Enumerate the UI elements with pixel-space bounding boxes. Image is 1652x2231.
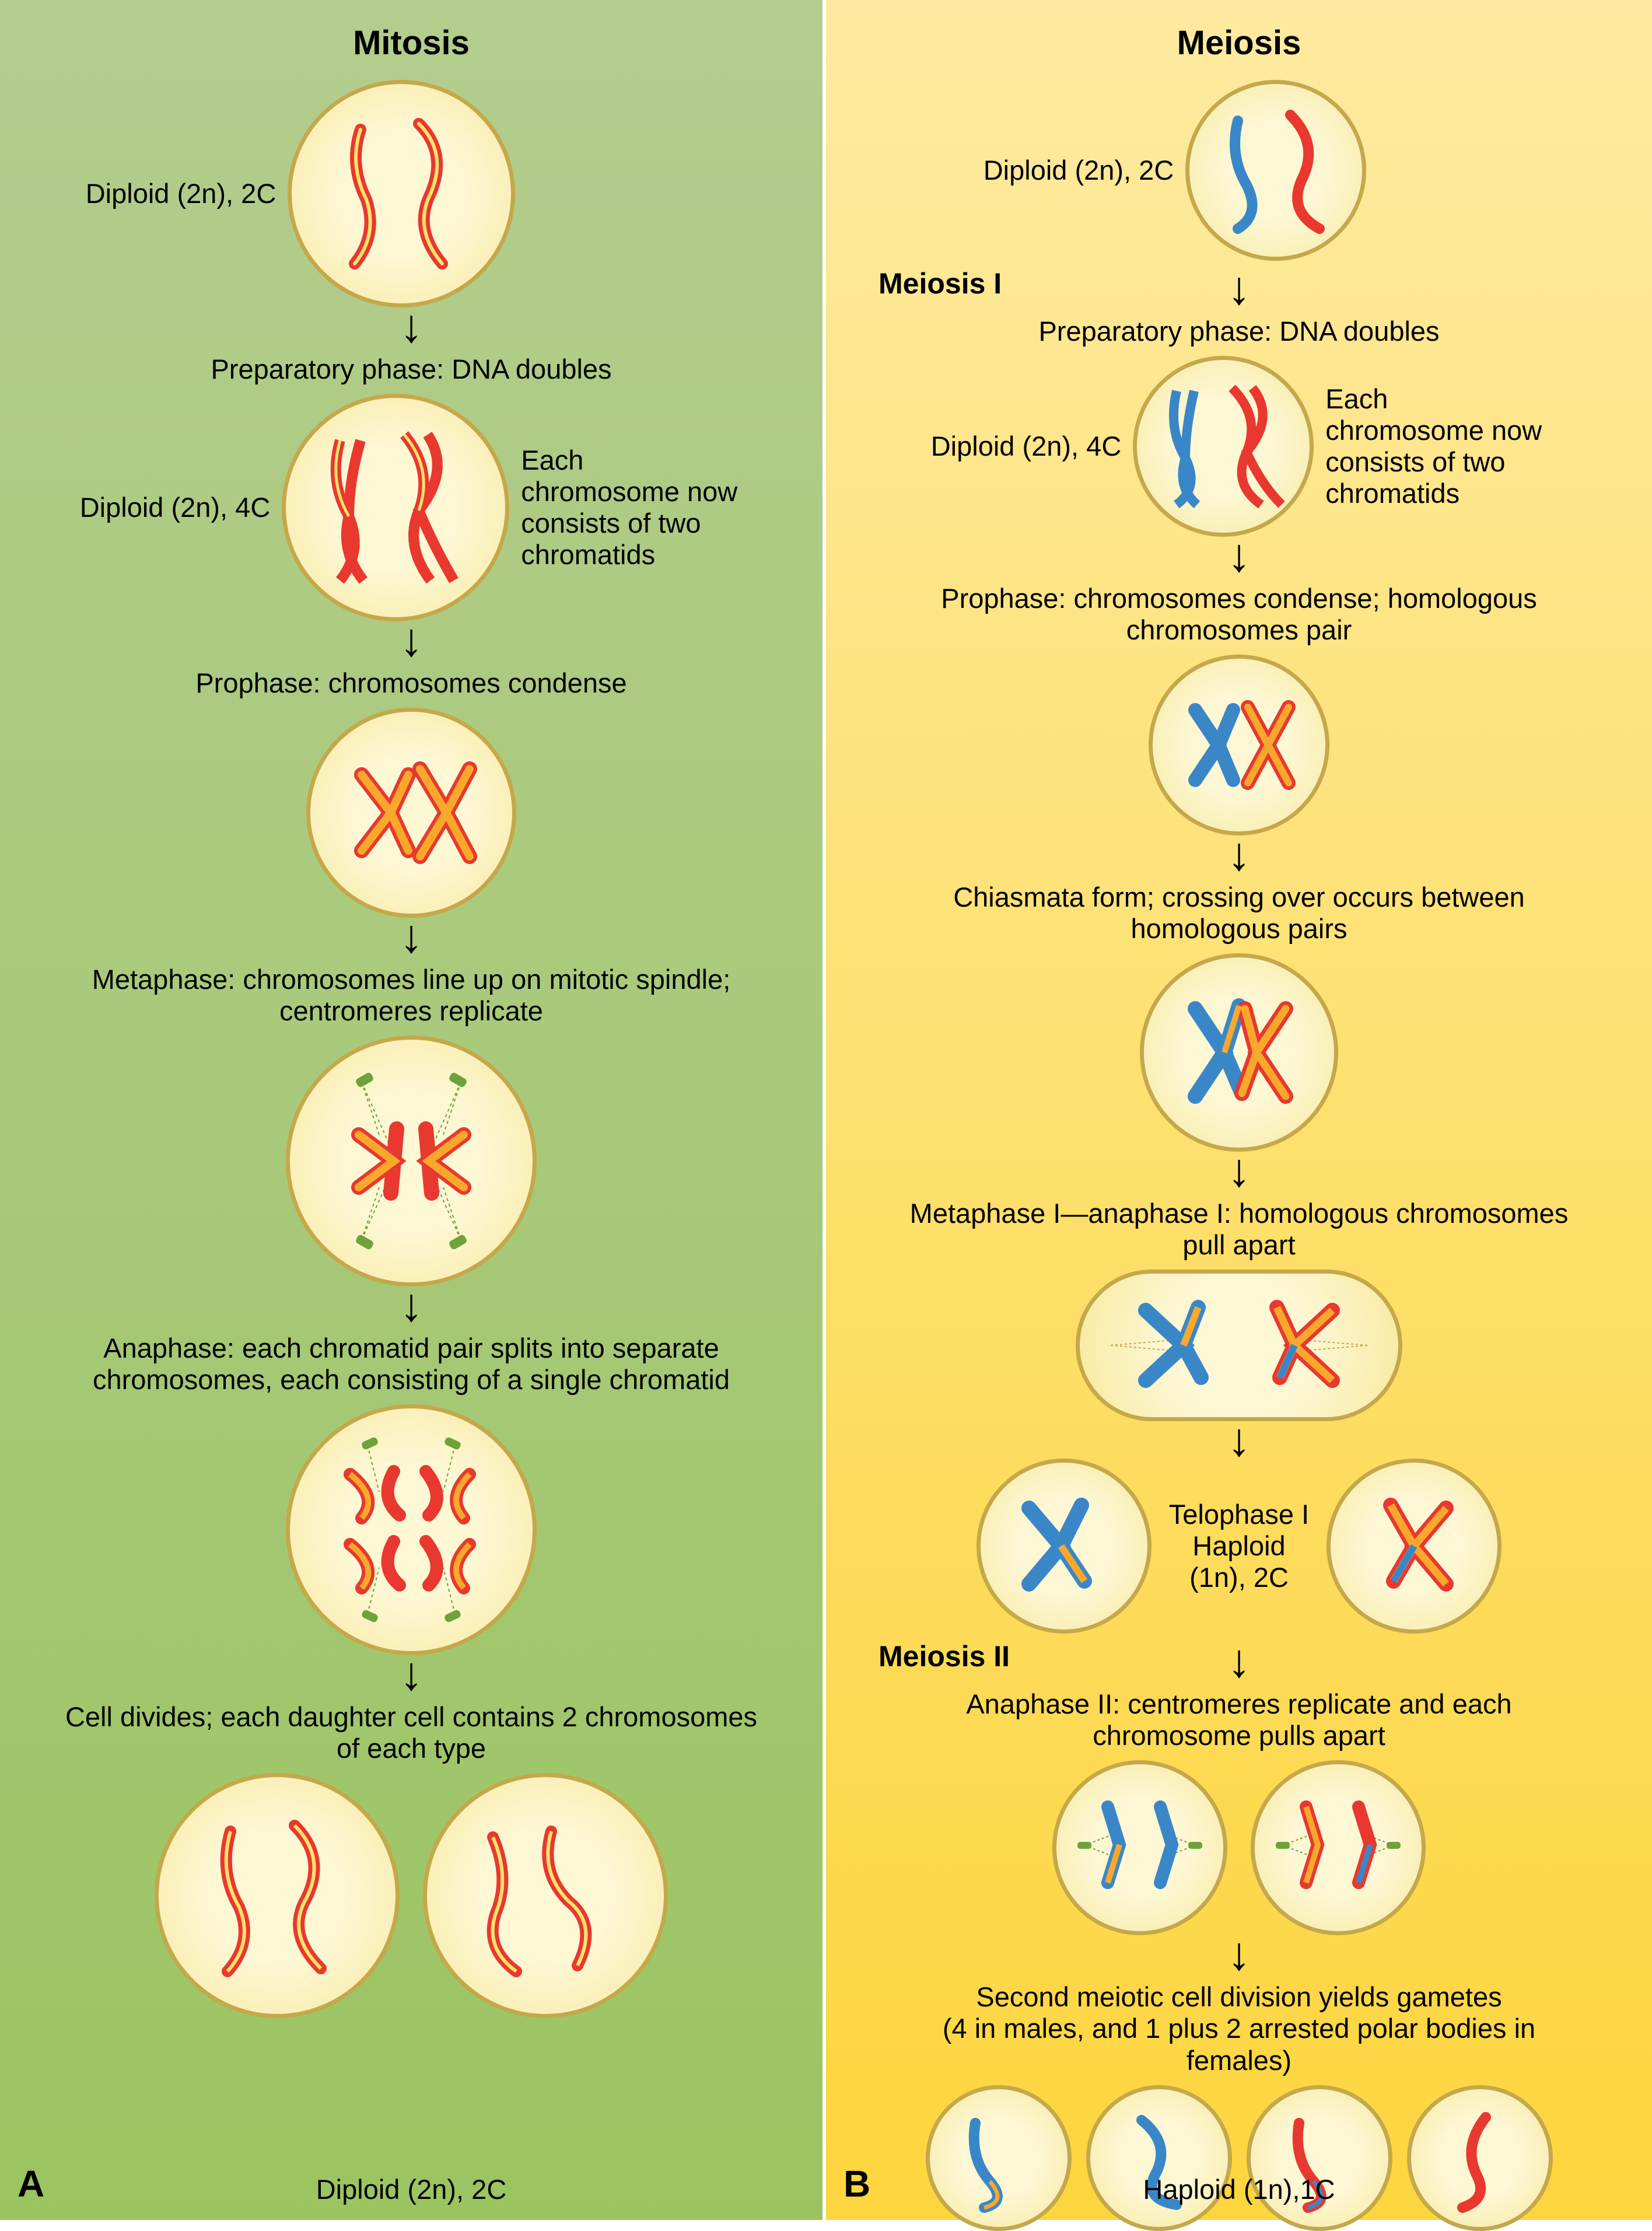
telophase-blue-icon (994, 1476, 1134, 1616)
arrow-icon: ↓ (400, 922, 423, 950)
meiosis-stage-1: Diploid (2n), 2C (844, 80, 1634, 261)
cell-meiosis-1 (1185, 80, 1366, 261)
meiosis-2n4c-icon (1147, 370, 1299, 522)
caption-prep: Preparatory phase: DNA doubles (211, 354, 611, 385)
anaphase2-blue-icon (1067, 1775, 1213, 1921)
meiosis-2n2c-icon (1203, 97, 1349, 243)
cell-daughter-2 (423, 1773, 668, 2018)
cell-gamete-1 (926, 2085, 1072, 2231)
caption-anaphase: Anaphase: each chromatid pair splits int… (61, 1333, 761, 1396)
caption-gametes: Second meiotic cell division yields game… (889, 1981, 1589, 2076)
panel-mitosis: Mitosis Diploid (2n), 2C ↓ Preparatory p… (0, 0, 826, 2220)
bottom-label-a: Diploid (2n), 2C (316, 2173, 507, 2205)
cell-mitosis-5 (286, 1404, 537, 1655)
telophase-red-icon (1344, 1476, 1484, 1616)
arrow-icon: ↓ (1227, 1156, 1251, 1184)
label-diploid-4c: Diploid (2n), 4C (80, 492, 271, 523)
anaphase-icon (303, 1422, 519, 1638)
anaphase2-cells (1052, 1760, 1426, 1935)
cell-meiosis-2 (1133, 356, 1314, 537)
meiosis-prophase-icon (1163, 669, 1315, 821)
panel-letter-a: A (18, 2162, 44, 2205)
cell-daughter-1 (155, 1773, 400, 2018)
caption-metaphase1: Metaphase I—anaphase I: homologous chrom… (889, 1198, 1589, 1261)
panel-letter-b: B (844, 2162, 870, 2205)
cell-mitosis-1 (288, 80, 515, 307)
cell-mitosis-4 (286, 1036, 537, 1286)
label-two-chromatids: Each chromosome now consists of two chro… (521, 445, 743, 571)
telophase-label: Telophase IHaploid(1n), 2C (1169, 1499, 1309, 1593)
cell-meiosis-4 (1140, 953, 1338, 1152)
arrow-icon: ↓ (400, 1660, 423, 1688)
daughter-chrom-icon (184, 1802, 370, 1989)
gamete-icon (1422, 2100, 1538, 2216)
caption-chiasmata: Chiasmata form; crossing over occurs bet… (889, 882, 1589, 945)
metaphase1-icon (1087, 1281, 1391, 1410)
subheading-meiosis-2: Meiosis II (878, 1639, 1010, 1673)
caption-divide: Cell divides; each daughter cell contain… (61, 1701, 761, 1764)
panel-meiosis: Meiosis Diploid (2n), 2C Meiosis I ↓ Pre… (826, 0, 1652, 2220)
cell-meiosis-3 (1149, 655, 1329, 835)
chromosomes-2n4c-icon (305, 417, 486, 598)
metaphase-icon (303, 1053, 519, 1269)
bottom-label-b: Haploid (1n),1C (1143, 2173, 1335, 2205)
subheading-meiosis-1: Meiosis I (878, 267, 1002, 300)
telophase-row: Telophase IHaploid(1n), 2C (844, 1459, 1634, 1634)
caption-prophase: Prophase: chromosomes condense (195, 667, 626, 699)
label-b-diploid-2c: Diploid (2n), 2C (984, 155, 1174, 186)
chiasmata-icon (1154, 968, 1324, 1137)
arrow-icon: ↓ (1227, 274, 1251, 302)
mitosis-daughter-cells (155, 1773, 668, 2018)
mitosis-stage-2: Diploid (2n), 4C Each chromosome now con… (18, 394, 805, 621)
arrow-icon: ↓ (1227, 541, 1251, 569)
title-meiosis: Meiosis (1177, 23, 1301, 62)
anaphase2-red-icon (1265, 1775, 1411, 1921)
cell-gamete-2 (1086, 2085, 1232, 2231)
mitosis-stage-1: Diploid (2n), 2C (18, 80, 805, 307)
arrow-icon: ↓ (1227, 840, 1251, 868)
cell-anaphase2-1 (1052, 1760, 1227, 1935)
cell-anaphase2-2 (1251, 1760, 1426, 1935)
arrow-icon: ↓ (400, 1291, 423, 1319)
arrow-icon: ↓ (1227, 1426, 1251, 1454)
cell-mitosis-3 (306, 708, 516, 918)
cell-telophase-1 (977, 1459, 1152, 1634)
gamete-icon (940, 2100, 1057, 2216)
arrow-icon: ↓ (1227, 1647, 1251, 1675)
cell-mitosis-2 (282, 394, 509, 621)
arrow-icon: ↓ (400, 312, 423, 340)
caption-anaphase2: Anaphase II: centromeres replicate and e… (889, 1688, 1589, 1751)
title-mitosis: Mitosis (353, 23, 470, 62)
cell-telophase-2 (1326, 1459, 1502, 1634)
meiosis-stage-2: Diploid (2n), 4C Each chromosome now con… (844, 356, 1634, 537)
arrow-icon: ↓ (400, 626, 423, 654)
caption-b-prep: Preparatory phase: DNA doubles (1038, 316, 1439, 347)
cell-gamete-3 (1247, 2085, 1392, 2231)
daughter-chrom-icon (452, 1802, 639, 1989)
label-diploid-2c: Diploid (2n), 2C (86, 178, 276, 209)
label-b-two-chromatids: Each chromosome now consists of two chro… (1325, 383, 1547, 509)
prophase-icon (327, 728, 496, 897)
caption-metaphase: Metaphase: chromosomes line up on mitoti… (61, 964, 761, 1027)
cell-gamete-4 (1407, 2085, 1553, 2231)
gamete-cells (926, 2085, 1553, 2231)
chromosomes-2n2c-icon (314, 106, 489, 281)
arrow-icon: ↓ (1227, 1940, 1251, 1968)
label-b-diploid-4c: Diploid (2n), 4C (931, 431, 1122, 462)
caption-b-prophase: Prophase: chromosomes condense; homologo… (889, 583, 1589, 646)
cell-meiosis-5 (1076, 1270, 1402, 1421)
